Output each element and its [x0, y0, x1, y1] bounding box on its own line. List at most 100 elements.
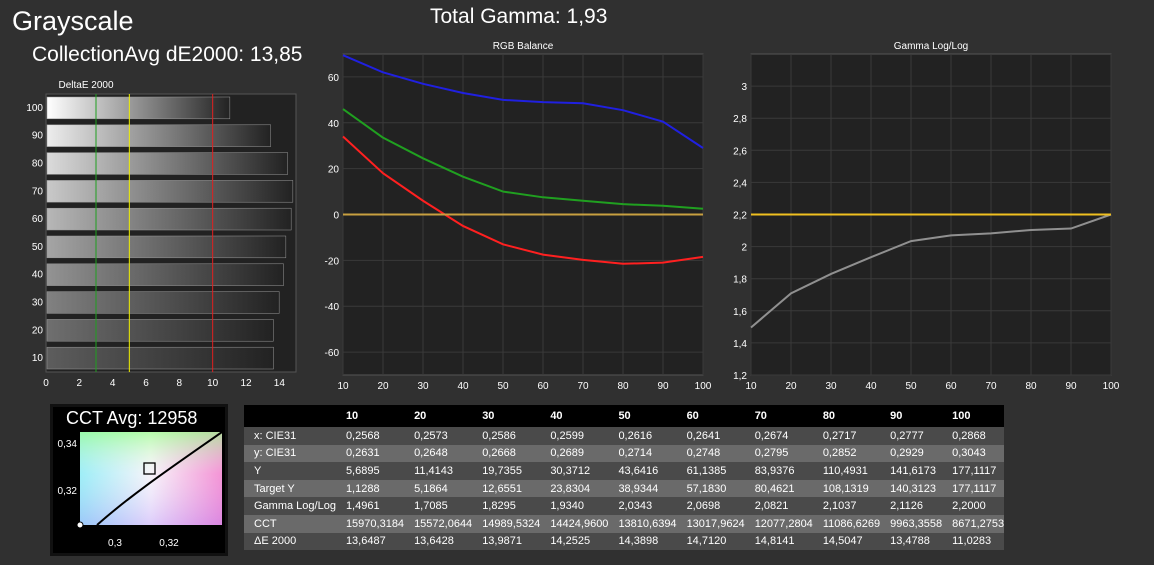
table-cell: 83,9376 [744, 462, 813, 480]
deltae-x-tick-label: 12 [240, 378, 252, 389]
table-row: CCT 15970,3184 15572,0644 14989,5324 14424,9… [244, 514, 1005, 533]
table-cell: 57,1830 [676, 479, 745, 498]
deltae-bar [46, 235, 287, 259]
table-cell: 2,1037 [812, 497, 881, 515]
deltae-bar [46, 319, 274, 342]
deltae-bar [46, 291, 280, 314]
table-cell: 14,5047 [812, 532, 881, 551]
row-label: y: CIE31 [244, 444, 336, 463]
table-row: ΔE 2000 13,6487 13,6428 13,9871 14,2525 14,38… [244, 532, 1005, 551]
gamma-x-tick-label: 90 [1065, 381, 1077, 392]
table-cell: 0,2586 [472, 427, 541, 445]
table-cell: 0,2852 [812, 444, 881, 463]
table-cell: 43,6416 [608, 462, 677, 480]
gamma-y-tick-label: 1,2 [733, 371, 747, 382]
deltae-category-label: 20 [32, 325, 44, 336]
rgb-series-line [342, 108, 704, 210]
deltae-category-label: 50 [32, 242, 44, 253]
cie-y-tick-label: 0,32 [58, 486, 78, 497]
table-cell: 12,6551 [472, 479, 541, 498]
deltae-chart-title: DeltaE 2000 [58, 80, 113, 91]
table-cell: 2,0343 [608, 497, 677, 515]
rgb-x-tick-label: 70 [577, 381, 589, 392]
table-cell: 14989,5324 [472, 514, 541, 533]
table-cell: 177,1117 [942, 462, 1005, 480]
rgb-series-line [342, 54, 704, 149]
row-label: Target Y [244, 479, 336, 498]
deltae-category-label: 40 [32, 270, 44, 281]
deltae-bar [46, 263, 284, 286]
deltae-bar [46, 152, 288, 175]
table-cell: 13,6487 [335, 532, 405, 551]
rgb-x-tick-label: 40 [457, 381, 469, 392]
table-cell: 80,4621 [744, 479, 813, 498]
gamma-x-tick-label: 60 [945, 381, 957, 392]
table-cell: 1,4961 [335, 497, 405, 515]
table-cell: 11,4143 [404, 462, 473, 480]
table-cell: 1,7085 [404, 497, 473, 515]
table-cell: 0,2573 [404, 427, 473, 445]
table-column-header: 20 [404, 405, 473, 427]
deltae-x-tick-label: 6 [143, 378, 149, 389]
table-column-header: 100 [942, 405, 1005, 427]
row-label: ΔE 2000 [244, 532, 336, 551]
table-cell: 1,9340 [540, 497, 609, 515]
cie-chromaticity-diagram: 0,34 0,32 0,3 0,32 [58, 432, 223, 549]
deltae-bar [46, 96, 231, 120]
row-label: CCT [244, 514, 336, 533]
table-cell: 0,2641 [676, 427, 745, 445]
table-column-header: 90 [880, 405, 943, 427]
rgb-series-line [342, 135, 704, 265]
table-cell: 1,8295 [472, 497, 541, 515]
table-cell: 0,2648 [404, 444, 473, 463]
table-cell: 2,0698 [676, 497, 745, 515]
rgb-y-tick-label: -20 [325, 256, 340, 267]
gamma-x-tick-label: 20 [785, 381, 797, 392]
rgb-chart-title: RGB Balance [493, 41, 554, 52]
table-row: Target Y 1,1288 5,1864 12,6551 23,8304 38,934… [244, 479, 1005, 498]
table-cell: 13,4788 [880, 532, 943, 551]
gamma-chart-title: Gamma Log/Log [894, 41, 969, 52]
rgb-y-tick-label: 0 [333, 211, 339, 222]
deltae-category-label: 100 [26, 103, 43, 114]
table-cell: 0,2616 [608, 427, 677, 445]
deltae-category-label: 90 [32, 131, 44, 142]
table-column-header: 50 [608, 405, 677, 427]
deltae-bar [46, 180, 294, 203]
table-column-header: 30 [472, 405, 541, 427]
table-cell: 108,1319 [812, 479, 881, 498]
row-label: Y [244, 462, 336, 480]
page-title: Grayscale [12, 6, 134, 36]
table-cell: 0,2714 [608, 444, 677, 463]
gamma-x-tick-label: 80 [1025, 381, 1037, 392]
deltae-category-label: 30 [32, 298, 44, 309]
cie-x-tick-label: 0,3 [108, 538, 122, 549]
measurement-table: 10 20 30 40 50 60 70 80 90 100 x: CIE31 0,2568 0,25… [244, 405, 1005, 551]
table-column-header: 60 [676, 405, 745, 427]
rgb-x-tick-label: 50 [497, 381, 509, 392]
table-cell: 61,1385 [676, 462, 745, 480]
table-column-header: 80 [812, 405, 881, 427]
rgb-y-tick-label: -60 [325, 348, 340, 359]
deltae-bar [46, 124, 271, 147]
table-cell: 30,3712 [540, 462, 609, 480]
table-cell: 15572,0644 [404, 514, 473, 533]
deltae-x-tick-label: 14 [274, 378, 286, 389]
table-cell: 5,1864 [404, 479, 473, 498]
table-cell: 1,1288 [335, 479, 405, 498]
table-cell: 13,9871 [472, 532, 541, 551]
rgb-x-tick-label: 10 [337, 381, 349, 392]
gamma-y-tick-label: 1,8 [733, 275, 747, 286]
rgb-x-tick-label: 60 [537, 381, 549, 392]
table-cell: 0,2599 [540, 427, 609, 445]
table-cell: 14424,9600 [540, 514, 609, 533]
gamma-loglog-chart: Gamma Log/Log 10 20 30 40 50 60 70 80 90 100 3 2,8 2,… [733, 41, 1120, 392]
total-gamma: Total Gamma: 1,93 [430, 5, 608, 28]
table-cell: 14,2525 [540, 532, 609, 551]
table-row: Gamma Log/Log 1,4961 1,7085 1,8295 1,9340 2,0… [244, 497, 1005, 515]
table-cell: 0,2689 [540, 444, 609, 463]
table-row: x: CIE31 0,2568 0,2573 0,2586 0,2599 0,2616 0,… [244, 427, 1005, 445]
table-cell: 14,3898 [608, 532, 677, 551]
table-cell: 177,1117 [942, 479, 1005, 498]
